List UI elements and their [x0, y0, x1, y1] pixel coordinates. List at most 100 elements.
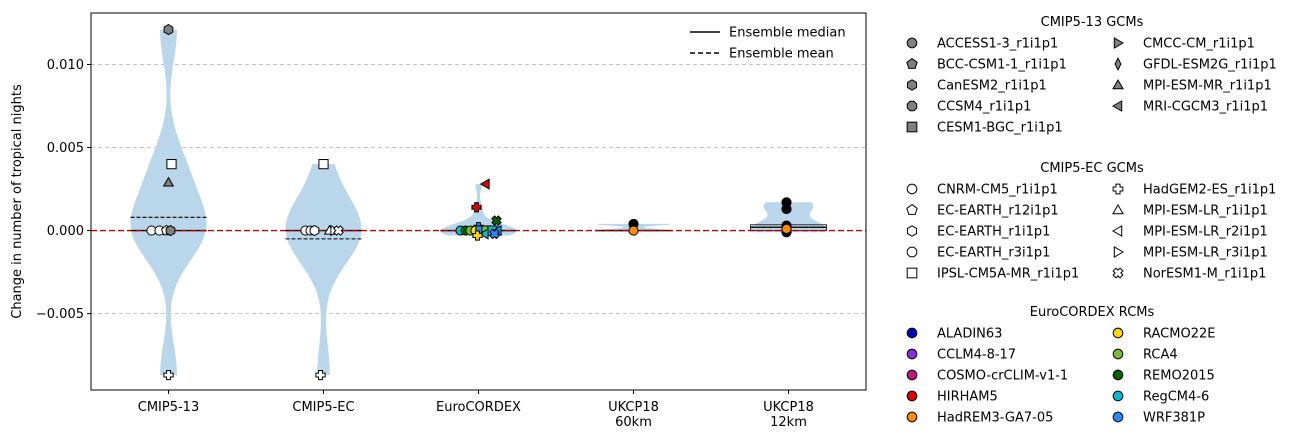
legend-item-label: IPSL-CM5A-MR_r1i1p1: [937, 267, 1079, 282]
y-axis-label: Change in number of tropical nights: [10, 84, 25, 319]
line-legend-label: Ensemble mean: [729, 47, 834, 62]
legend-item-label: CNRM-CM5_r1i1p1: [937, 183, 1058, 198]
legend-marker-triangle-left: [1111, 100, 1123, 112]
legend-marker-triangle-right: [1113, 37, 1125, 49]
legend-marker-octagon: [906, 100, 918, 112]
legend-group-2: EuroCORDEX RCMs ALADIN63 CCLM4-8-17 COSMO-c…: [906, 305, 1215, 426]
legend-marker-hexagon: [906, 79, 918, 91]
legend-marker-square: [906, 121, 918, 133]
legend-marker-triangle-right: [1113, 246, 1125, 258]
y-tick-label: −0.005: [36, 307, 84, 322]
data-point-x-filled-shape: [333, 225, 344, 236]
legend-marker-circle: [906, 183, 918, 195]
legend-item-label: RegCM4-6: [1143, 390, 1209, 405]
legend-item-label: CMCC-CM_r1i1p1: [1143, 37, 1255, 52]
legend-item-label: HIRHAM5: [937, 390, 998, 405]
legend-marker-circle: [1112, 390, 1124, 402]
plot-layer: Ensemble median Ensemble mean: [91, 18, 866, 381]
legend-marker-circle: [1112, 369, 1124, 381]
legend-marker-circle: [906, 369, 918, 381]
legend-marker-circle: [906, 390, 918, 402]
violin-1: [285, 164, 362, 376]
legend-item-label: COSMO-crCLIM-v1-1: [937, 369, 1068, 384]
x-tick-label: UKCP18: [608, 400, 659, 415]
line-legend: Ensemble median Ensemble mean: [685, 18, 861, 64]
legend-item-label: RCA4: [1143, 348, 1178, 363]
line-legend-box: [685, 18, 861, 64]
legend-item-label: REMO2015: [1143, 369, 1215, 384]
legend-item-label: MPI-ESM-LR_r1i1p1: [1143, 204, 1268, 219]
data-point-x-filled-shape: [491, 215, 502, 226]
x-tick-label: CMIP5-13: [138, 400, 199, 415]
data-point-x-filled: [491, 215, 502, 226]
legend-marker-circle: [906, 37, 918, 49]
data-point-square: [166, 159, 177, 170]
legend-group-title: CMIP5-13 GCMs: [1041, 15, 1144, 30]
legend-marker-thin-diamond: [1114, 57, 1122, 71]
y-tick-label: 0.000: [47, 224, 84, 239]
legend-group-title: EuroCORDEX RCMs: [1030, 305, 1155, 320]
legend-group-title: CMIP5-EC GCMs: [1040, 161, 1144, 176]
legend-marker-square: [906, 267, 918, 279]
x-tick-label: UKCP18: [763, 400, 814, 415]
data-point-plus: [163, 369, 174, 381]
legend-item-label: ALADIN63: [937, 327, 1002, 342]
x-tick-label: 12km: [770, 415, 807, 430]
legend-item-label: MPI-ESM-LR_r3i1p1: [1143, 246, 1268, 261]
data-point-hexagon: [163, 24, 174, 36]
legend-marker-pentagon: [906, 57, 918, 69]
legend-item-label: HadREM3-GA7-05: [937, 411, 1053, 426]
legend-marker-circle: [1112, 348, 1124, 360]
x-tick-label: 60km: [615, 415, 652, 430]
data-point-plus: [472, 230, 483, 241]
legend-item-label: GFDL-ESM2G_r1i1p1: [1143, 58, 1277, 73]
legend-layer: CMIP5-13 GCMs ACCESS1-3_r1i1p1 BCC-CSM1-1_…: [906, 15, 1277, 426]
data-point-plus: [471, 202, 482, 213]
legend-marker-octagon: [906, 246, 918, 258]
legend-item-label: MRI-CGCM3_r1i1p1: [1143, 100, 1268, 115]
data-point-plus: [315, 369, 326, 381]
legend-item-label: WRF381P: [1143, 411, 1205, 426]
legend-item-label: EC-EARTH_r12i1p1: [937, 204, 1059, 219]
data-point-hexagon: [165, 224, 176, 237]
legend-marker-x-filled: [1112, 267, 1124, 279]
data-point-circle: [781, 203, 792, 215]
legend-marker-circle: [906, 327, 918, 339]
data-point-x-filled-shape: [489, 228, 500, 240]
data-point-triangle-up: [162, 176, 175, 187]
legend-marker-circle: [1112, 411, 1124, 423]
x-tick-label: EuroCORDEX: [436, 400, 521, 415]
legend-item-label: RACMO22E: [1143, 327, 1215, 342]
legend-marker-pentagon: [906, 203, 918, 215]
data-point-triangle-left: [479, 178, 490, 190]
legend-marker-triangle-left: [1111, 225, 1123, 237]
data-point-x-filled: [489, 228, 500, 240]
data-point-circle: [628, 225, 639, 236]
legend-marker-plus: [1112, 183, 1124, 195]
x-tick-label: CMIP5-EC: [292, 400, 354, 415]
legend-item-label: HadGEM2-ES_r1i1p1: [1143, 183, 1276, 198]
legend-item-label: CanESM2_r1i1p1: [937, 79, 1047, 94]
data-points: [146, 24, 792, 381]
legend-marker-triangle-up: [1112, 78, 1124, 90]
legend-marker-circle: [1112, 327, 1124, 339]
legend-item-label: NorESM1-M_r1i1p1: [1143, 267, 1266, 282]
legend-marker-triangle-up: [1112, 203, 1124, 215]
legend-item-label: CCSM4_r1i1p1: [937, 100, 1031, 115]
legend-item-label: ACCESS1-3_r1i1p1: [937, 37, 1058, 52]
legend-marker-x-filled-shape: [1112, 267, 1124, 279]
legend-item-label: BCC-CSM1-1_r1i1p1: [937, 58, 1067, 73]
legend-marker-circle: [906, 348, 918, 360]
legend-item-label: MPI-ESM-LR_r2i1p1: [1143, 225, 1268, 240]
y-tick-label: 0.010: [47, 58, 84, 73]
legend-item-label: CESM1-BGC_r1i1p1: [937, 121, 1063, 136]
y-tick-label: 0.005: [47, 141, 84, 156]
legend-item-label: MPI-ESM-MR_r1i1p1: [1143, 79, 1272, 94]
legend-item-label: EC-EARTH_r1i1p1: [937, 225, 1050, 240]
axis-layer: −0.005 0.000 0.005 0.010 Change in number of…: [10, 12, 867, 430]
legend-item-label: CCLM4-8-17: [937, 348, 1016, 363]
legend-marker-hexagon: [906, 225, 918, 237]
data-point-circle: [781, 223, 792, 235]
